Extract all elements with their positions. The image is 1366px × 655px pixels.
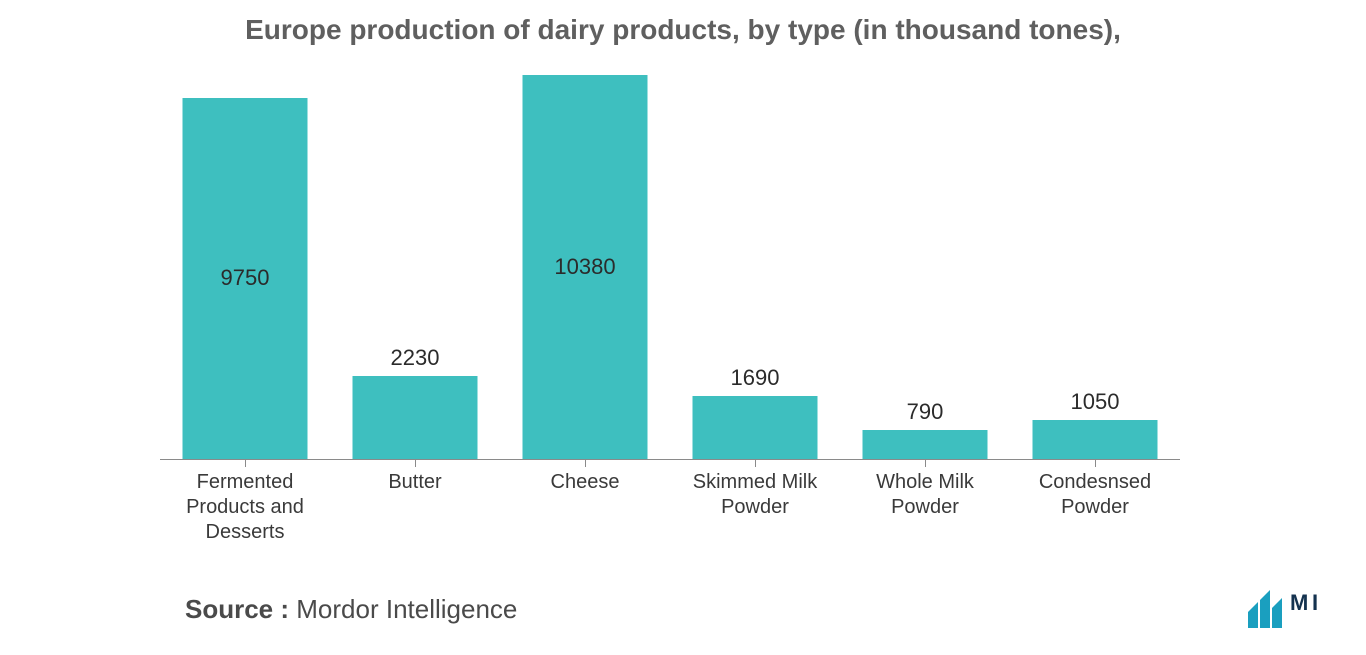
bar: 10380 (523, 75, 648, 459)
plot-area: 9750 2230 10380 1690 790 1050 (160, 60, 1180, 460)
source-attribution: Source : Mordor Intelligence (185, 594, 517, 625)
logo-letter-m: M (1290, 590, 1308, 615)
bar-value-label: 1690 (731, 365, 780, 391)
source-text: Mordor Intelligence (296, 594, 517, 624)
x-axis-label: Butter (330, 470, 500, 495)
bar (353, 376, 478, 459)
bar-slot: 790 (840, 60, 1010, 460)
bar-value-label: 1050 (1071, 389, 1120, 415)
x-tick (755, 460, 756, 467)
x-tick (415, 460, 416, 467)
logo-bars-icon (1248, 590, 1282, 628)
bar-value-label: 2230 (391, 345, 440, 371)
bar-value-label: 9750 (221, 267, 270, 289)
bar-slot: 2230 (330, 60, 500, 460)
x-tick (585, 460, 586, 467)
brand-logo: M I (1246, 588, 1326, 630)
bar-value-label: 790 (907, 399, 944, 425)
x-axis-label: Skimmed Milk Powder (670, 470, 840, 520)
bar-slot: 9750 (160, 60, 330, 460)
bar (693, 396, 818, 459)
bar: 9750 (183, 98, 308, 459)
bar-slot: 10380 (500, 60, 670, 460)
chart-title: Europe production of dairy products, by … (0, 14, 1366, 46)
chart-container: Europe production of dairy products, by … (0, 0, 1366, 655)
bar-slot: 1050 (1010, 60, 1180, 460)
x-axis-label: Cheese (500, 470, 670, 495)
x-axis-label: Condesnsed Powder (1010, 470, 1180, 520)
bar (863, 430, 988, 459)
x-axis-label: Whole Milk Powder (840, 470, 1010, 520)
x-tick (925, 460, 926, 467)
bar-slot: 1690 (670, 60, 840, 460)
logo-letter-i: I (1312, 590, 1318, 615)
bar (1033, 420, 1158, 459)
x-tick (1095, 460, 1096, 467)
source-label: Source : (185, 594, 289, 624)
x-axis-label: Fermented Products and Desserts (160, 470, 330, 545)
bar-value-label: 10380 (554, 256, 615, 278)
x-tick (245, 460, 246, 467)
